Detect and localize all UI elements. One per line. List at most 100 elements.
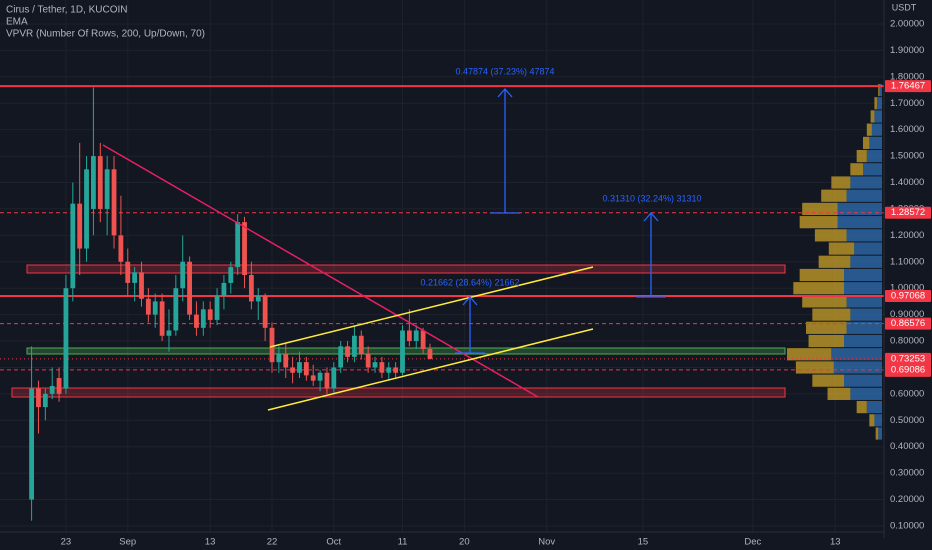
candle-body — [283, 354, 289, 368]
candle-body — [214, 296, 220, 320]
price-level-label: 1.28572 — [891, 207, 925, 218]
profile-up — [866, 400, 882, 414]
candle-body — [63, 288, 69, 389]
candle-body — [104, 169, 110, 209]
price-level-label: 1.76467 — [891, 81, 925, 92]
candle-body — [187, 261, 192, 315]
channel-upper — [269, 266, 594, 348]
x-tick-label: Oct — [326, 537, 341, 548]
channel-lower — [267, 328, 594, 411]
candle-body — [386, 367, 392, 373]
measure-arrows — [455, 88, 666, 354]
y-tick-label: 0.10000 — [890, 520, 924, 531]
candle-body — [352, 335, 357, 357]
candle-body — [132, 272, 138, 283]
y-tick-label: 0.50000 — [890, 415, 924, 426]
profile-up — [846, 295, 882, 308]
profile-down — [814, 229, 847, 242]
profile-up — [850, 255, 882, 268]
candle-body — [70, 203, 76, 289]
candle-body — [56, 378, 62, 394]
candle-body — [420, 330, 426, 349]
candle-body — [194, 314, 199, 328]
y-tick-label: 0.30000 — [890, 468, 924, 479]
profile-up — [871, 123, 882, 136]
profile-down — [856, 400, 867, 414]
profile-up — [831, 348, 882, 361]
candle-body — [29, 388, 34, 500]
volume-profile — [787, 83, 882, 440]
profile-up — [846, 229, 882, 242]
candle-body — [77, 203, 83, 249]
y-tick-label: 1.40000 — [890, 177, 924, 188]
x-tick-label: 13 — [205, 537, 216, 548]
y-tick-label: 1.20000 — [890, 230, 924, 241]
measure-label: 0.21662 (28.64%) 21662 — [420, 277, 519, 287]
x-tick-label: Sep — [119, 537, 136, 548]
currency-label: USDT — [892, 2, 917, 12]
candle-body — [317, 372, 323, 381]
profile-down — [799, 268, 844, 282]
candle-body — [139, 272, 144, 299]
candle-body — [118, 235, 124, 262]
candle-body — [358, 335, 364, 355]
profile-up — [837, 216, 882, 229]
x-tick-label: 23 — [61, 537, 72, 548]
profile-up — [844, 282, 882, 295]
x-tick-label: 22 — [267, 537, 278, 548]
profile-down — [828, 242, 855, 255]
profile-down — [869, 414, 875, 427]
trend-line — [102, 144, 539, 398]
price-level-box — [885, 289, 931, 302]
profile-down — [870, 110, 875, 123]
candle-body — [97, 156, 103, 209]
candle-body — [248, 274, 254, 302]
profile-down — [878, 83, 880, 97]
y-tick-label: 1.50000 — [890, 151, 924, 162]
candle-body — [338, 346, 344, 368]
y-tick-label: 1.70000 — [890, 98, 924, 109]
profile-down — [802, 202, 838, 216]
profile-up — [874, 110, 882, 123]
y-tick-label: 0.20000 — [890, 494, 924, 505]
candle-body — [207, 309, 213, 320]
profile-up — [850, 387, 882, 400]
candle-body — [290, 367, 296, 373]
profile-up — [879, 83, 882, 97]
profile-up — [874, 414, 882, 427]
profile-up — [863, 163, 882, 176]
profile-down — [831, 176, 851, 189]
price-level-box — [885, 80, 931, 93]
profile-down — [818, 255, 851, 268]
candle-body — [36, 388, 41, 408]
candle-body — [228, 267, 234, 283]
candle-body — [345, 346, 350, 357]
x-tick-label: 15 — [638, 537, 649, 548]
price-level-label: 0.69086 — [891, 364, 925, 375]
candle-body — [393, 367, 399, 373]
profile-up — [876, 97, 882, 110]
y-tick-label: 0.40000 — [890, 441, 924, 452]
axis-layer: 0.10000 0.20000 0.30000 0.40000 0.50000 0.600… — [61, 19, 931, 548]
y-tick-label: 2.00000 — [890, 19, 924, 30]
profile-up — [846, 321, 882, 334]
candle-body — [49, 385, 55, 394]
profile-down — [808, 334, 844, 348]
candle-body — [276, 354, 282, 363]
indicator-label: VPVR (Number Of Rows, 200, Up/Down, 70) — [6, 29, 205, 40]
candle-body — [235, 222, 241, 268]
x-tick-label: 20 — [459, 537, 470, 548]
price-level-label: 0.97068 — [891, 290, 925, 301]
profile-down — [874, 97, 877, 110]
support-zone — [11, 387, 786, 398]
measure-label: 0.31310 (32.24%) 31310 — [602, 193, 701, 203]
profile-up — [837, 202, 882, 216]
profile-up — [844, 268, 882, 282]
price-level-box — [885, 363, 931, 376]
candle-body — [379, 362, 385, 373]
profile-up — [878, 427, 882, 440]
candle-body — [372, 362, 378, 368]
candle-body — [427, 348, 433, 359]
